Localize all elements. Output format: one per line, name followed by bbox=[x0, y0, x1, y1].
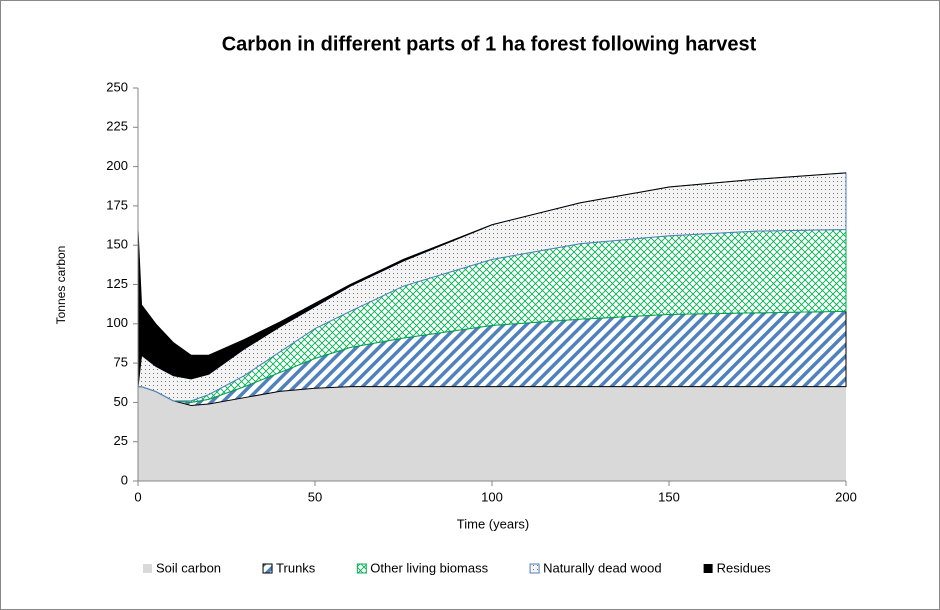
x-tick-label: 200 bbox=[835, 489, 857, 504]
chart-title: Carbon in different parts of 1 ha forest… bbox=[222, 33, 757, 55]
legend-label: Other living biomass bbox=[370, 560, 488, 575]
legend-swatch bbox=[703, 564, 713, 573]
y-tick-label: 250 bbox=[106, 79, 128, 94]
x-tick-label: 100 bbox=[481, 489, 503, 504]
legend-label: Trunks bbox=[276, 560, 316, 575]
x-tick-label: 50 bbox=[308, 489, 322, 504]
y-tick-label: 75 bbox=[114, 355, 128, 370]
legend-label: Soil carbon bbox=[156, 560, 221, 575]
legend-label: Residues bbox=[717, 560, 772, 575]
y-tick-label: 200 bbox=[106, 158, 128, 173]
area bbox=[137, 172, 847, 387]
x-tick-label: 150 bbox=[658, 489, 680, 504]
y-tick-label: 225 bbox=[106, 119, 128, 134]
x-tick-label: 0 bbox=[134, 489, 141, 504]
y-tick-label: 100 bbox=[106, 315, 128, 330]
legend-swatch bbox=[356, 563, 367, 574]
y-tick-label: 175 bbox=[106, 197, 128, 212]
y-tick-label: 150 bbox=[106, 237, 128, 252]
legend-swatch bbox=[529, 563, 540, 574]
y-tick-label: 0 bbox=[121, 472, 128, 487]
y-tick-label: 125 bbox=[106, 276, 128, 291]
legend-swatch bbox=[262, 563, 273, 574]
y-axis-label: Tonnes carbon bbox=[54, 246, 68, 325]
area bbox=[138, 386, 846, 481]
x-axis-label: Time (years) bbox=[457, 516, 529, 531]
legend-swatch bbox=[143, 564, 152, 573]
legend-label: Naturally dead wood bbox=[543, 560, 662, 575]
y-tick-label: 50 bbox=[114, 394, 128, 409]
y-tick-label: 25 bbox=[114, 433, 128, 448]
